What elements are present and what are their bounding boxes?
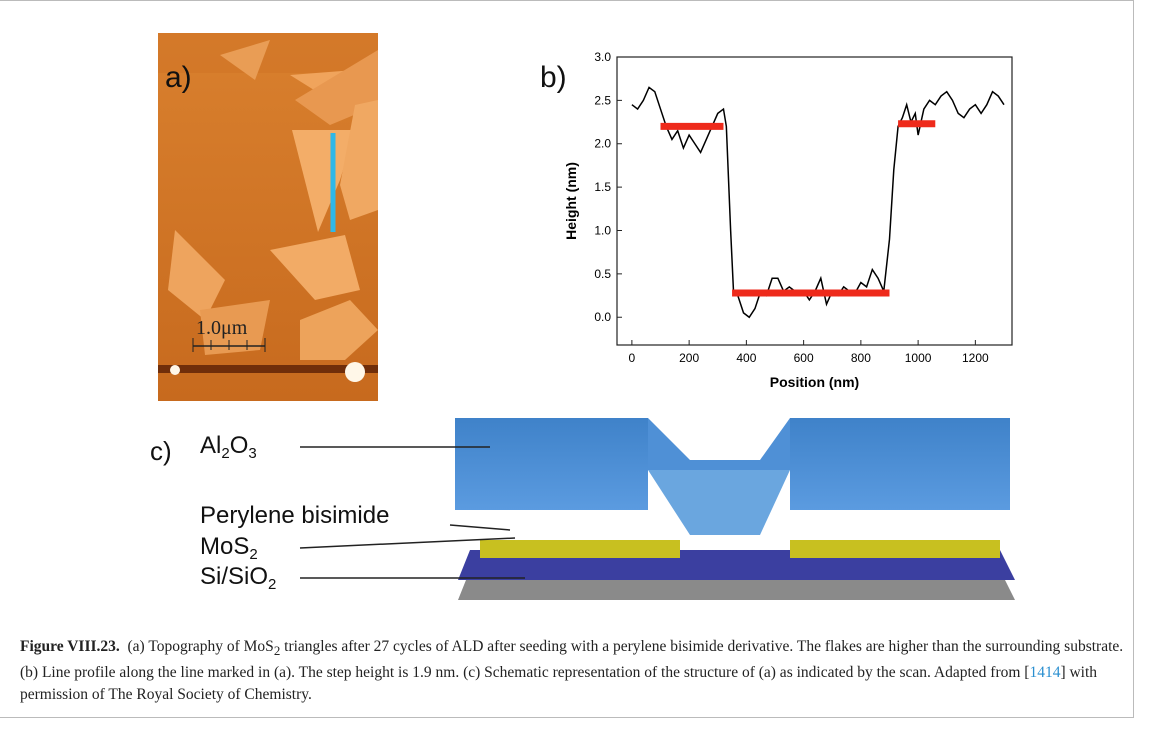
y-tick-label: 3.0 (594, 50, 611, 64)
caption: Figure VIII.23. (a) Topography of MoS2 t… (20, 636, 1125, 706)
caption-text: (a) Topography of MoS (127, 638, 274, 655)
leader-line (449, 524, 511, 531)
layer-label: Al2O3 (200, 432, 257, 462)
layer-label-part: MoS (200, 533, 249, 560)
scale-bar-label: 1.0μm (196, 317, 248, 339)
x-tick-label: 0 (629, 351, 636, 365)
x-axis-label: Position (nm) (770, 374, 859, 390)
y-tick-label: 1.5 (594, 180, 611, 194)
caption-text: triangles after 27 cycles of ALD after s… (20, 638, 1124, 682)
y-tick-label: 0.0 (594, 310, 611, 324)
layer-label-part: 2 (268, 576, 276, 593)
leader-line (299, 537, 516, 549)
panel-label: a) (165, 61, 192, 94)
x-tick-label: 400 (736, 351, 756, 365)
plot-frame (616, 56, 1013, 346)
layer-label: Si/SiO2 (200, 563, 276, 593)
layer-label: Perylene bisimide (200, 502, 389, 529)
caption-text: 2 (273, 643, 281, 659)
y-tick-label: 2.5 (594, 93, 611, 107)
layer-label-part: O (230, 432, 249, 459)
layer-label-part: 2 (221, 445, 229, 462)
layer-label-part: 2 (249, 546, 257, 563)
data-line (631, 86, 1005, 319)
reference-link[interactable]: 1414 (1029, 664, 1061, 682)
x-tick-label: 1200 (962, 351, 989, 365)
caption-text: ] with permission of The Royal Society o… (20, 664, 1098, 704)
layer-label-part: Si/SiO (200, 563, 268, 590)
x-tick-label: 200 (679, 351, 699, 365)
layer-label: MoS2 (200, 533, 258, 563)
layer-label-part: Perylene bisimide (200, 502, 389, 529)
y-tick-label: 1.0 (594, 223, 611, 237)
caption-lead: Figure VIII.23. (20, 638, 120, 655)
y-axis-label: Height (nm) (563, 162, 579, 240)
afm-image: 1.0μm a) (158, 33, 378, 401)
x-tick-label: 800 (851, 351, 871, 365)
layer-label-part: Al (200, 432, 221, 459)
x-tick-label: 600 (794, 351, 814, 365)
layer-label-part: 3 (248, 445, 256, 462)
y-tick-label: 2.0 (594, 137, 611, 151)
y-tick-label: 0.5 (594, 267, 611, 281)
panel-label: b) (540, 61, 567, 94)
panel-label: c) (150, 436, 172, 466)
figure-frame (0, 0, 1134, 718)
x-tick-label: 1000 (905, 351, 932, 365)
